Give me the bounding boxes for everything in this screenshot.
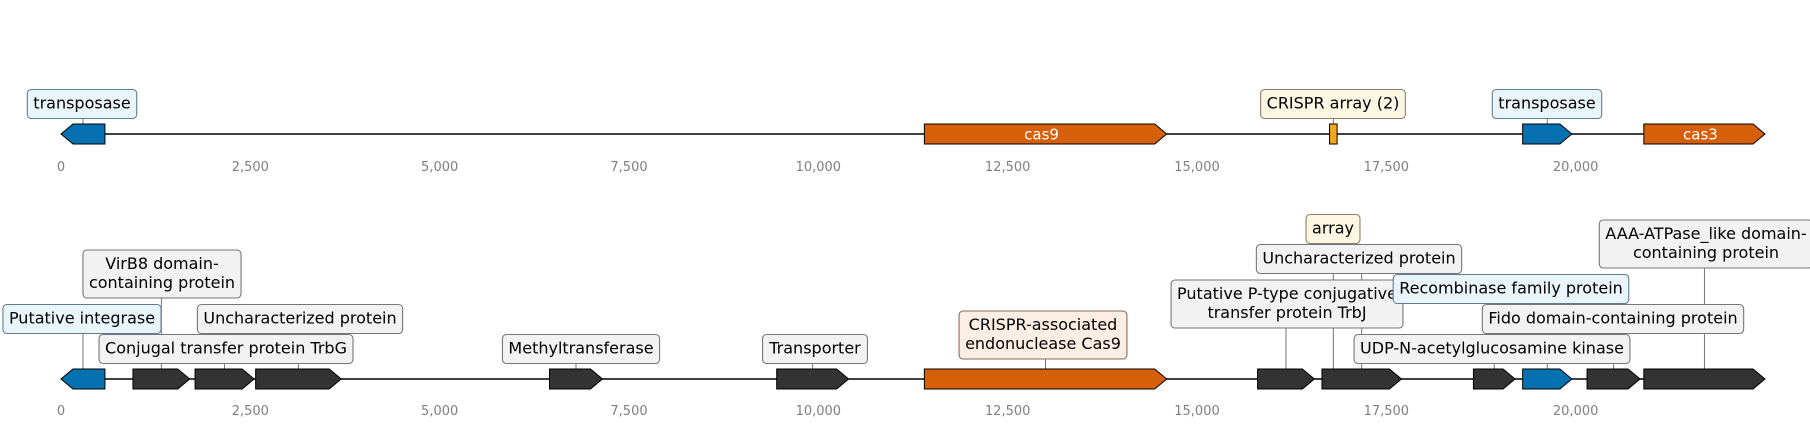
axis-tick-label: 17,500 xyxy=(1364,404,1410,419)
callout-box xyxy=(761,333,869,365)
axis-tick-label: 0 xyxy=(57,404,65,419)
axis-tick-label: 15,000 xyxy=(1174,160,1220,175)
conjugal-transfer-protein-trbg-gene[interactable] xyxy=(194,368,255,390)
detail-track: 0 2,500 5,000 7,500 10,000 12,500 15,000 17,500… xyxy=(2,213,1810,419)
virb8-domain-containing-protein-gene[interactable] xyxy=(132,368,191,390)
callout-label: CRISPR-associated endonuclease Cas9 xyxy=(965,315,1121,353)
axis-tick-label: 2,500 xyxy=(232,404,269,419)
summary-track: 0 2,500 5,000 7,500 10,000 12,500 15,000 17,500… xyxy=(26,88,1766,175)
callout-box xyxy=(1353,333,1631,365)
axis-tick-label: 12,500 xyxy=(985,160,1031,175)
callout-box xyxy=(26,88,138,120)
axis-tick-label: 5,000 xyxy=(421,160,458,175)
putative-p-type-conjugative-transfer-protein-trbj-gene[interactable] xyxy=(1257,368,1316,390)
callout-methyltransferase: Methyltransferase xyxy=(501,333,661,365)
callout-label: AAA-ATPase_like domain-containing protei… xyxy=(1605,224,1806,262)
axis-tick-label: 10,000 xyxy=(796,160,842,175)
callout-label: Putative integrase xyxy=(9,309,155,328)
callout-box xyxy=(958,310,1128,360)
callout-recombinase-family-protein: Recombinase family protein xyxy=(1392,273,1630,305)
callout-box xyxy=(82,249,242,299)
fido-domain-containing-protein-gene[interactable] xyxy=(1586,368,1641,390)
axis-tick-label: 7,500 xyxy=(610,160,647,175)
callout-box xyxy=(501,333,661,365)
callout-box xyxy=(1481,303,1745,335)
callout-uncharacterized-protein: Uncharacterized protein xyxy=(1255,243,1463,275)
callout-label: Methyltransferase xyxy=(508,339,653,358)
callout-aaa-atpase-like-domain-containing-protein: AAA-ATPase_like domain-containing protei… xyxy=(1598,219,1810,269)
gene-label: cas9 xyxy=(1024,126,1059,144)
axis-tick-label: 20,000 xyxy=(1553,160,1599,175)
methyltransferase-gene[interactable] xyxy=(548,368,604,390)
axis-tick-label: 15,000 xyxy=(1174,404,1220,419)
callout-box xyxy=(196,303,404,335)
callout-box xyxy=(1392,273,1630,305)
callout-putative-p-type-conjugative-transfer-protein-trbj: Putative P-type conjugative transfer prot… xyxy=(1170,279,1404,329)
callout-virb8-domain-containing-protein: VirB8 domain-containing protein xyxy=(82,249,242,299)
callout-box xyxy=(1598,219,1810,269)
callout-label: UDP-N-acetylglucosamine kinase xyxy=(1360,339,1624,358)
callout-label: Putative P-type conjugative transfer prot… xyxy=(1177,284,1397,322)
cas9-gene[interactable] xyxy=(923,123,1168,145)
callout-label: array xyxy=(1312,219,1354,238)
callout-conjugal-transfer-protein-trbg: Conjugal transfer protein TrbG xyxy=(98,333,354,365)
callout-udp-n-acetylglucosamine-kinase: UDP-N-acetylglucosamine kinase xyxy=(1353,333,1631,365)
callout-box xyxy=(2,303,162,335)
axis-tick-label: 17,500 xyxy=(1364,160,1410,175)
callout-transporter: Transporter xyxy=(761,333,869,365)
callout-uncharacterized-protein: Uncharacterized protein xyxy=(196,303,404,335)
recombinase-family-protein-gene[interactable] xyxy=(1522,368,1573,390)
transposase-gene[interactable] xyxy=(1522,123,1573,145)
gene-label: cas3 xyxy=(1683,126,1718,144)
callout-box xyxy=(1491,88,1603,120)
callout-label: Fido domain-containing protein xyxy=(1488,309,1737,328)
uncharacterized-protein-gene[interactable] xyxy=(255,368,342,390)
axis-tick-label: 7,500 xyxy=(610,404,647,419)
axis-tick-label: 10,000 xyxy=(796,404,842,419)
callout-transposase: transposase xyxy=(1491,88,1603,120)
callout-crispr-array-2: CRISPR array (2) xyxy=(1260,88,1406,120)
callout-label: Recombinase family protein xyxy=(1399,279,1623,298)
callout-label: CRISPR array (2) xyxy=(1267,94,1400,113)
callout-box xyxy=(1255,243,1463,275)
axis-tick-label: 12,500 xyxy=(985,404,1031,419)
aaa-atpase-like-domain-containing-protein-gene[interactable] xyxy=(1643,368,1766,390)
callout-label: transposase xyxy=(33,94,130,113)
callout-label: Transporter xyxy=(768,339,861,358)
axis-tick-label: 5,000 xyxy=(421,404,458,419)
callout-label: VirB8 domain-containing protein xyxy=(89,254,235,292)
callout-box xyxy=(1305,213,1361,245)
crispr-array-2-gene[interactable] xyxy=(1329,123,1338,145)
callout-label: Uncharacterized protein xyxy=(1262,249,1455,268)
callout-transposase: transposase xyxy=(26,88,138,120)
axis-tick-label: 2,500 xyxy=(232,160,269,175)
transposase-gene[interactable] xyxy=(60,123,106,145)
callout-array: array xyxy=(1305,213,1361,245)
callout-fido-domain-containing-protein: Fido domain-containing protein xyxy=(1481,303,1745,335)
crispr-associated-endonuclease-cas9-gene[interactable] xyxy=(923,368,1168,390)
callout-label: Conjugal transfer protein TrbG xyxy=(105,339,347,358)
callout-crispr-associated-endonuclease-cas9: CRISPR-associated endonuclease Cas9 xyxy=(958,310,1128,360)
cas3-gene[interactable] xyxy=(1643,123,1766,145)
callout-box xyxy=(98,333,354,365)
callout-box xyxy=(1260,88,1406,120)
udp-n-acetylglucosamine-kinase-gene[interactable] xyxy=(1472,368,1516,390)
callout-label: Uncharacterized protein xyxy=(203,309,396,328)
uncharacterized-protein-gene[interactable] xyxy=(1321,368,1403,390)
axis-tick-label: 20,000 xyxy=(1553,404,1599,419)
callout-putative-integrase: Putative integrase xyxy=(2,303,162,335)
putative-integrase-gene[interactable] xyxy=(60,368,106,390)
transporter-gene[interactable] xyxy=(776,368,850,390)
callout-label: transposase xyxy=(1498,94,1595,113)
axis-tick-label: 0 xyxy=(57,160,65,175)
